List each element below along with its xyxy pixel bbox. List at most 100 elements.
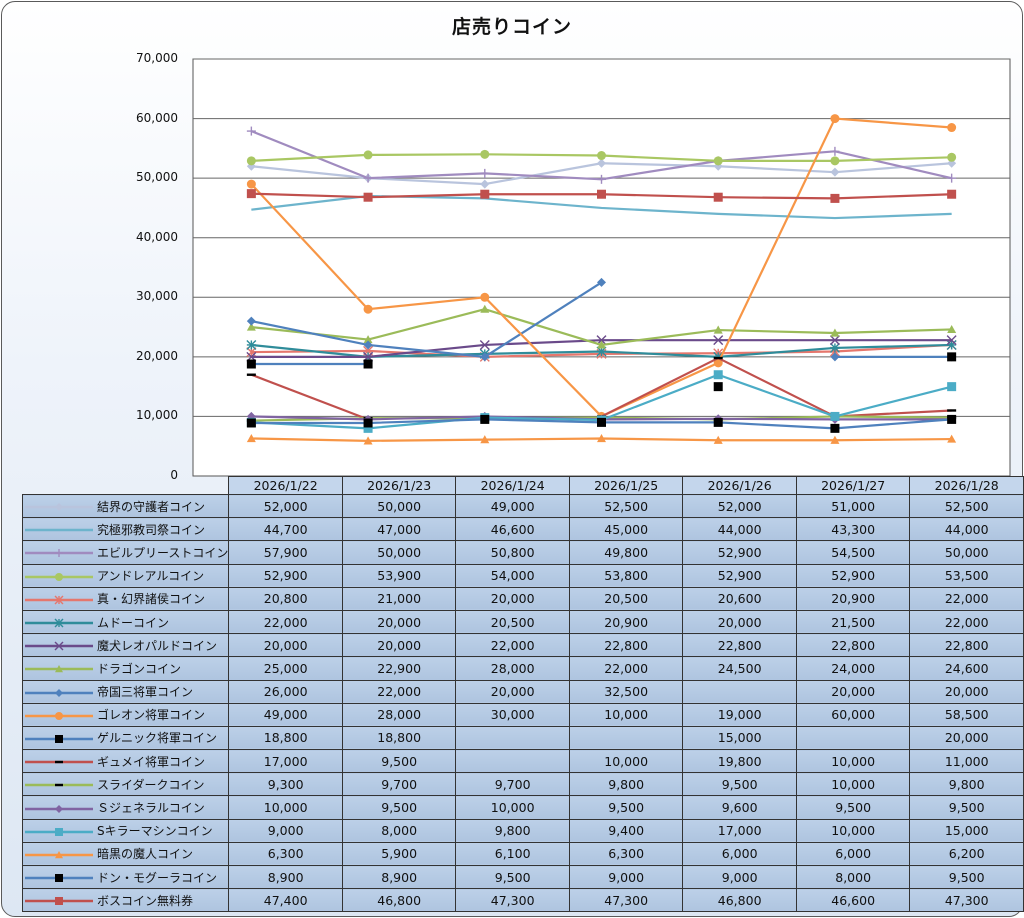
chart-title: 店売りコイン [451, 16, 572, 38]
data-label: 15,000 [909, 818, 1024, 843]
data-point [713, 335, 724, 346]
legend-entry: Sキラーマシンコイン [21, 818, 230, 843]
data-point [946, 335, 957, 346]
table-row: ムドーコイン 22,000 20,000 20,500 20,900 20,000 21,5… [21, 609, 1024, 635]
data-point [363, 150, 373, 160]
legend-entry: 真・幻界諸侯コイン [21, 586, 230, 611]
data-label [795, 725, 911, 751]
data-label: 22,800 [568, 633, 684, 658]
data-point [713, 417, 723, 427]
table-header-row: 2026/1/22 2026/1/23 2026/1/24 2026/1/25 2026… [23, 476, 1024, 495]
data-label: 20,500 [455, 609, 570, 635]
series-line [601, 356, 952, 418]
series-9 [246, 277, 957, 362]
data-point [597, 340, 606, 349]
data-point [480, 414, 490, 424]
series-11 [246, 352, 957, 392]
data-label: 49,000 [228, 702, 343, 727]
legend-key-icon [25, 688, 93, 697]
legend-key-icon [25, 850, 93, 859]
table-row: Sキラーマシンコイン 9,000 8,000 9,800 9,400 17,000 10,0… [21, 818, 1024, 843]
data-label: 9,500 [568, 795, 684, 820]
legend-entry: 暗黒の魔人コイン [21, 841, 230, 867]
data-label: 21,500 [795, 609, 911, 635]
y-tick-label: 20,000 [136, 348, 178, 363]
data-point [246, 359, 256, 369]
legend-entry: ドラゴンコイン [21, 656, 230, 681]
table-row: 結界の守護者コイン 52,000 50,000 49,000 52,500 52,000 5… [21, 493, 1024, 519]
data-label: 20,000 [341, 633, 457, 658]
data-point [55, 827, 63, 836]
data-label: 22,000 [568, 656, 684, 681]
data-label: 9,000 [568, 864, 684, 890]
data-point [480, 352, 490, 362]
data-label: 17,000 [228, 749, 343, 774]
data-label: 20,000 [682, 609, 797, 635]
data-label: 52,900 [795, 563, 911, 588]
series-name: 帝国三将軍コイン [97, 685, 194, 700]
series-name: ドラゴンコイン [97, 661, 182, 676]
data-label: 9,000 [228, 818, 343, 843]
data-label: 15,000 [682, 725, 797, 751]
data-point [947, 189, 957, 199]
data-label: 46,600 [795, 888, 911, 913]
x-tick-label: 2026/1/28 [909, 476, 1024, 495]
data-point [246, 126, 256, 136]
y-tick-label: 0 [170, 468, 178, 482]
series-line [250, 373, 369, 421]
data-label: 50,000 [341, 540, 457, 565]
legend-entry: エビルプリーストコイン [21, 540, 230, 565]
data-point [713, 325, 723, 334]
series-name: エビルプリーストコイン [97, 545, 229, 560]
data-label: 57,900 [228, 540, 343, 565]
legend-entry: Ｓジェネラルコイン [21, 795, 230, 820]
data-label: 22,000 [909, 609, 1024, 635]
data-point [55, 665, 63, 673]
data-label [455, 725, 570, 751]
series-name: ゲルニック将軍コイン [97, 731, 218, 746]
data-label: 24,000 [795, 656, 911, 681]
data-point [479, 339, 490, 350]
legend-entry: 魔犬レオパルドコイン [21, 633, 230, 658]
legend-key-icon [25, 734, 93, 743]
data-point [246, 339, 257, 350]
data-label: 8,900 [341, 864, 457, 890]
data-point [947, 152, 957, 162]
legend-key-icon [25, 897, 93, 906]
series-name: ムドーコイン [97, 615, 170, 630]
data-label: 58,500 [909, 702, 1024, 727]
data-point [829, 335, 840, 346]
y-tick-label: 50,000 [136, 170, 178, 185]
data-label: 9,300 [228, 772, 343, 797]
legend-entry: ボスコイン無料券 [21, 888, 230, 913]
data-label: 20,600 [682, 586, 797, 611]
data-label: 25,000 [228, 656, 343, 681]
data-label: 20,000 [455, 586, 570, 611]
data-point [830, 146, 840, 156]
data-label: 49,800 [568, 540, 684, 565]
data-label: 6,000 [795, 841, 911, 867]
legend-entry: スライダークコイン [21, 772, 230, 797]
table-row: ギュメイ将軍コイン 17,000 9,500 10,000 19,800 10,000 11… [21, 749, 1024, 774]
legend-key-icon [25, 503, 93, 512]
data-label: 28,000 [341, 702, 457, 727]
data-label: 9,500 [909, 864, 1024, 890]
data-point [713, 192, 723, 202]
data-point [480, 304, 490, 313]
data-label: 20,500 [568, 586, 684, 611]
data-point [55, 734, 63, 743]
data-point [363, 173, 373, 183]
data-point [597, 417, 606, 427]
data-label: 8,000 [795, 864, 911, 890]
series-name: Sキラーマシンコイン [97, 824, 213, 839]
series-name: 魔犬レオパルドコイン [97, 638, 218, 653]
data-label: 17,000 [682, 818, 797, 843]
data-point [713, 435, 723, 444]
data-point [55, 897, 63, 906]
data-point [830, 193, 840, 203]
x-tick-label: 2026/1/27 [795, 476, 911, 495]
data-label: 22,800 [682, 633, 797, 658]
data-point [246, 418, 256, 428]
data-label: 20,000 [795, 679, 911, 704]
data-point [363, 423, 373, 433]
